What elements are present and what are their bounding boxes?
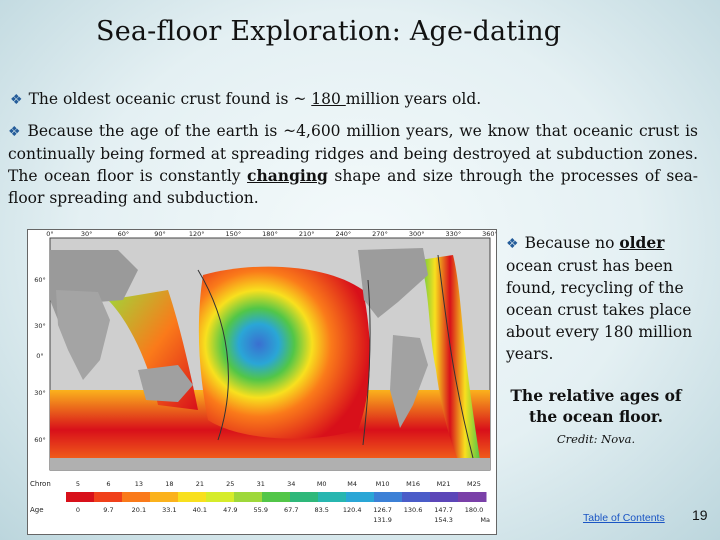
age-value: 67.7 [284,506,298,514]
latitude-label: 0° [36,352,43,360]
age-label: Age [30,506,44,514]
colorbar-segment [430,492,459,502]
colorbar-segment [374,492,403,502]
table-of-contents-link[interactable]: Table of Contents [583,512,665,524]
colorbar-segment [150,492,179,502]
latitude-label: 30° [34,389,46,397]
chron-value: M25 [467,480,481,488]
side-note-pre: Because no [524,234,620,252]
longitude-label: 210° [299,230,315,238]
age-value: 147.7 [434,506,453,514]
colorbar-segment [346,492,375,502]
longitude-label: 0° [46,230,53,238]
longitude-label: 360° [482,230,496,238]
longitude-label: 300° [409,230,425,238]
age-value: 0 [76,506,80,514]
latitude-label: 30° [34,322,46,330]
latitude-label: 60° [34,276,46,284]
age-value: 33.1 [162,506,176,514]
colorbar-segment [458,492,487,502]
chron-value: 6 [106,480,110,488]
diamond-bullet-icon: ❖ [506,236,519,252]
diamond-bullet-icon: ❖ [8,124,22,140]
chron-value: 18 [165,480,173,488]
plate-boundary [197,269,229,441]
longitude-label: 240° [335,230,351,238]
age-map-svg: 0° 30° 60° 90° 120° 150° 180° 210° 240° 270° 300° 3… [30,230,496,524]
chron-value: M16 [406,480,420,488]
map-caption: The relative ages of the ocean floor. [510,386,682,426]
longitude-label: 120° [189,230,205,238]
longitude-label: 90° [154,230,166,238]
age-value: 40.1 [193,506,207,514]
antarctica-landmass [50,458,490,470]
north-america-landmass [358,248,428,318]
colorbar-segment [66,492,95,502]
longitude-label: 270° [372,230,388,238]
side-note-emph: older [619,233,665,252]
chron-label: Chron [30,480,51,488]
slide-title: Sea-floor Exploration: Age-dating [96,16,562,47]
longitude-label: 60° [118,230,130,238]
age-value: 9.7 [103,506,113,514]
latitude-label: 60° [34,436,46,444]
chron-value: M21 [437,480,451,488]
chron-value: 31 [257,480,265,488]
south-america-landmass [390,335,428,428]
ocean-floor-age-map: 0° 30° 60° 90° 120° 150° 180° 210° 240° 270° 300° 3… [27,229,497,535]
colorbar-segment [178,492,207,502]
colorbar-segment [262,492,291,502]
chron-value: 13 [135,480,143,488]
age-value: 126.7 [373,506,392,514]
africa-landmass [56,290,110,380]
chron-value: M0 [317,480,327,488]
colorbar-segment [206,492,235,502]
age-unit-label: Ma [480,516,490,524]
page-number: 19 [692,507,708,523]
age-value: 47.9 [223,506,237,514]
colorbar-segment [94,492,123,502]
chron-value: M4 [347,480,357,488]
age-value: 154.3 [434,516,453,524]
chron-value: 5 [76,480,80,488]
age-value: 180.0 [465,506,484,514]
age-value: 83.5 [314,506,328,514]
pacific-ocean-region [198,266,370,439]
colorbar-segment [402,492,431,502]
bullet2-emph: changing [247,166,328,185]
bullet-oldest-crust: ❖ The oldest oceanic crust found is ~ 180… [10,88,710,111]
age-value: 120.4 [343,506,362,514]
age-value: 20.1 [132,506,146,514]
bullet1-post: million years old. [345,90,482,108]
longitude-label: 330° [445,230,461,238]
age-value: 55.9 [254,506,268,514]
age-value: 131.9 [373,516,392,524]
age-value: 130.6 [404,506,423,514]
bullet1-pre: The oldest oceanic crust found is ~ [28,90,312,108]
diamond-bullet-icon: ❖ [10,92,23,108]
colorbar-segment [234,492,263,502]
colorbar-segment [122,492,151,502]
plate-boundary [362,279,371,446]
side-note-post: ocean crust has been found, recycling of… [506,257,693,363]
side-note: ❖ Because no older ocean crust has been f… [506,232,706,365]
chron-value: M10 [376,480,390,488]
bullet2-post: shape and size through the processes of … [8,167,698,207]
colorbar-segment [290,492,319,502]
plate-boundary [437,254,474,459]
longitude-label: 180° [262,230,278,238]
bullet1-value: 180 [311,90,346,108]
chron-value: 34 [287,480,295,488]
longitude-label: 30° [81,230,93,238]
australia-landmass [138,365,193,402]
bullet-earth-age: ❖ Because the age of the earth is ~4,600 … [8,120,698,209]
image-credit: Credit: Nova. [556,432,636,446]
longitude-label: 150° [225,230,241,238]
colorbar-segment [318,492,347,502]
chron-value: 25 [226,480,234,488]
bullet2-pre: Because the age of the earth is ~4,600 m… [8,122,698,185]
atlantic-ocean-region [420,255,480,460]
chron-value: 21 [196,480,204,488]
